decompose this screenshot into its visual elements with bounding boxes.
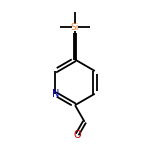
Text: N: N bbox=[52, 89, 59, 99]
Text: O: O bbox=[73, 129, 81, 140]
Text: Si: Si bbox=[71, 23, 79, 32]
